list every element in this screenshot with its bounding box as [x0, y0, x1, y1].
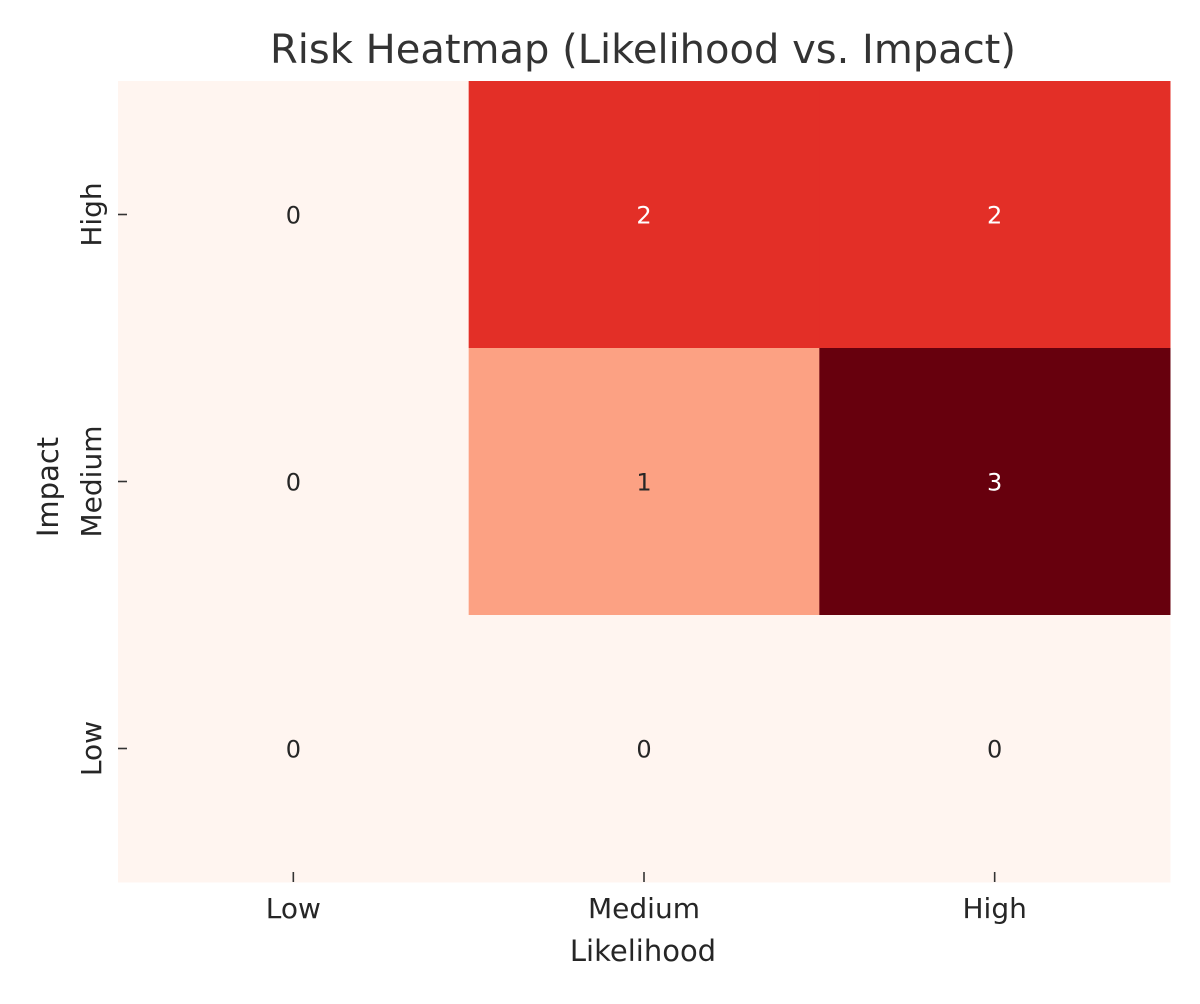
cell-impact-medium-likelihood-low-value: 0 [286, 469, 301, 497]
cell-impact-high-likelihood-high-value: 2 [987, 202, 1002, 230]
cell-impact-high-likelihood-low-value: 0 [286, 202, 301, 230]
cell-impact-medium-likelihood-medium [468, 348, 820, 616]
heatmap-cell-labels: 0 2 2 0 1 3 0 0 0 [286, 202, 1003, 764]
x-axis: Low Medium High [266, 872, 1027, 925]
cell-impact-high-likelihood-low [118, 81, 470, 349]
cell-impact-low-likelihood-high-value: 0 [987, 736, 1002, 764]
cell-impact-high-likelihood-medium [468, 81, 820, 349]
cell-impact-medium-likelihood-high-value: 3 [987, 469, 1002, 497]
y-axis: High Medium Low [75, 182, 127, 776]
cell-impact-low-likelihood-low-value: 0 [286, 736, 301, 764]
cell-impact-low-likelihood-low [118, 615, 470, 883]
x-tick-label-medium: Medium [588, 892, 700, 925]
cell-impact-high-likelihood-high [819, 81, 1171, 349]
x-tick-label-high: High [962, 892, 1026, 925]
cell-impact-medium-likelihood-low [118, 348, 470, 616]
x-axis-label: Likelihood [570, 934, 716, 968]
y-tick-label-medium: Medium [75, 426, 108, 538]
cell-impact-low-likelihood-high [819, 615, 1171, 883]
y-tick-label-low: Low [75, 721, 108, 776]
heatmap-cells [118, 81, 1171, 883]
y-tick-label-high: High [75, 182, 108, 246]
cell-impact-low-likelihood-medium-value: 0 [636, 736, 651, 764]
cell-impact-low-likelihood-medium [468, 615, 820, 883]
chart-title: Risk Heatmap (Likelihood vs. Impact) [270, 27, 1016, 73]
cell-impact-medium-likelihood-high [819, 348, 1171, 616]
y-axis-label: Impact [31, 437, 65, 537]
cell-impact-medium-likelihood-medium-value: 1 [636, 469, 651, 497]
x-tick-label-low: Low [266, 892, 321, 925]
cell-impact-high-likelihood-medium-value: 2 [636, 202, 651, 230]
